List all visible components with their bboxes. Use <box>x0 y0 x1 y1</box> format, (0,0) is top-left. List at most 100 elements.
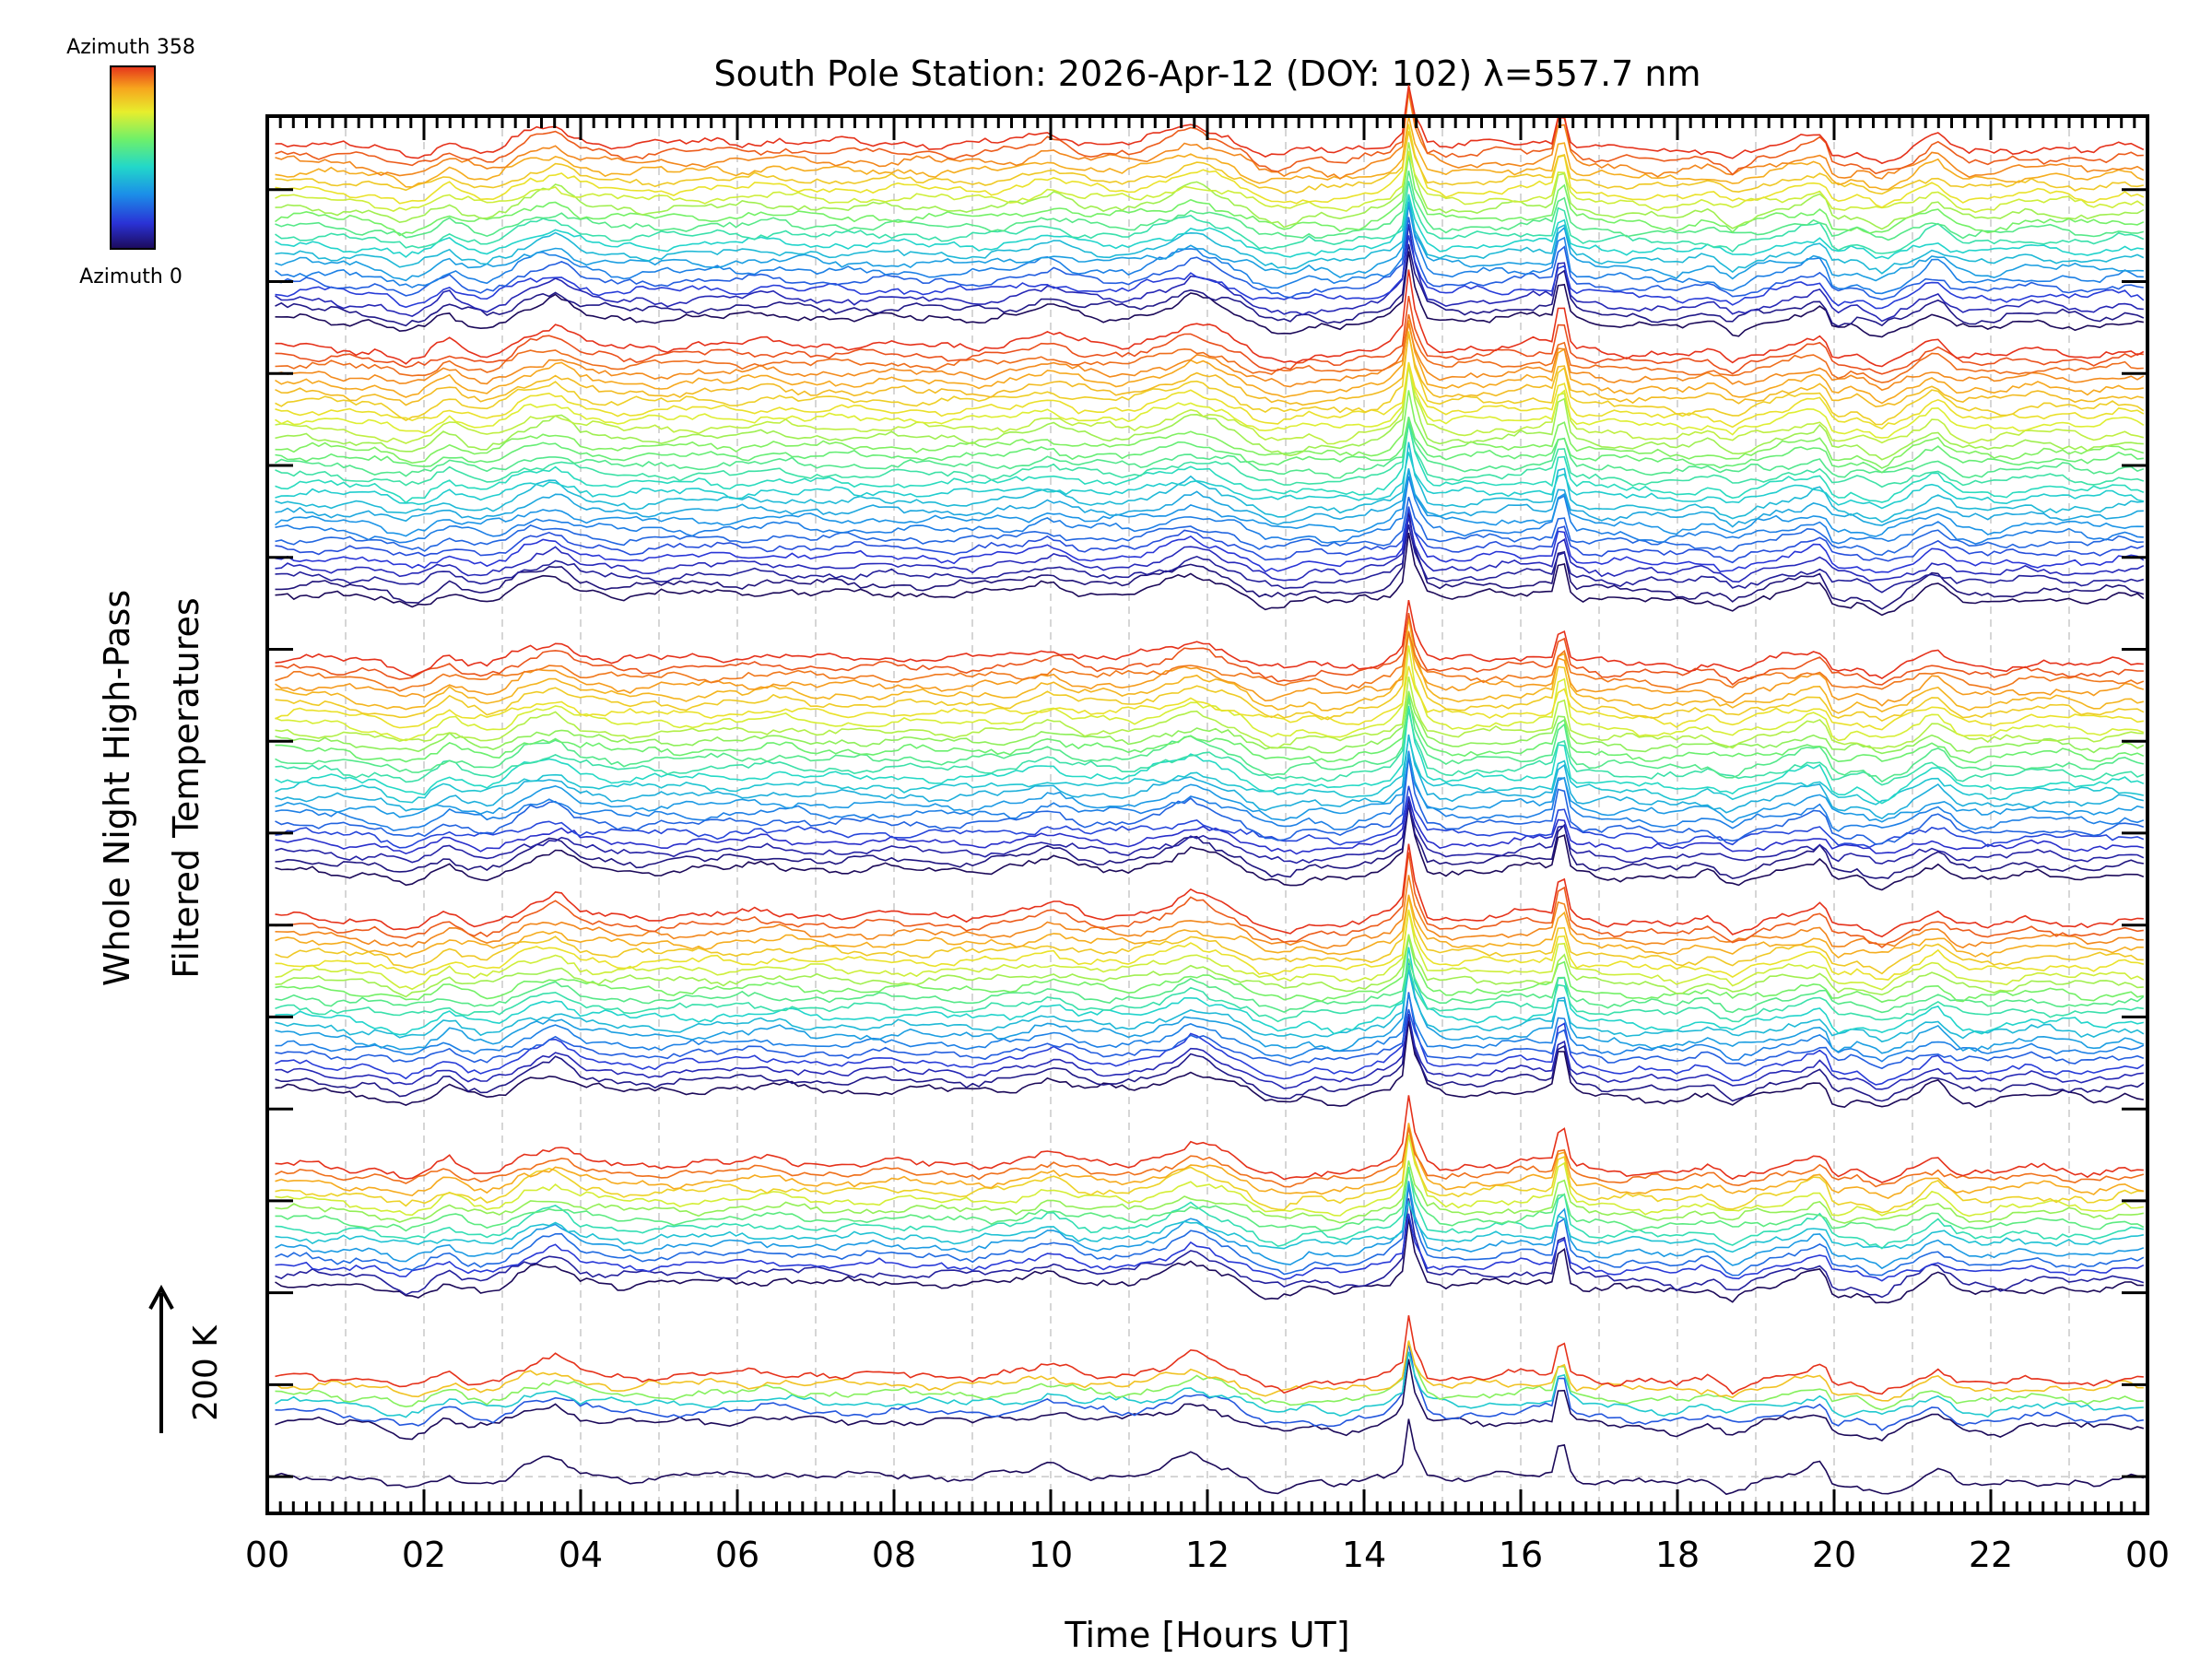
scale-bar-label: 200 K <box>187 1324 225 1421</box>
series-line <box>275 599 2144 680</box>
series-line <box>275 1123 2144 1199</box>
series-line <box>275 154 2145 237</box>
series-line <box>275 962 2145 1054</box>
series-line <box>275 511 2145 610</box>
series-line <box>275 91 2145 180</box>
y-axis-label-line1: Whole Night High-Pass <box>97 590 137 986</box>
series-line <box>275 964 2144 1023</box>
series-line <box>275 1020 2144 1109</box>
series-line <box>275 181 2145 254</box>
x-tick-label: 16 <box>1499 1535 1543 1575</box>
x-tick-labels: 00 02 04 06 08 10 12 14 16 18 20 22 00 <box>245 1535 2170 1575</box>
series-line <box>275 992 2145 1086</box>
series-line <box>275 677 2144 749</box>
series-line <box>275 947 2144 1036</box>
series-line <box>275 894 2144 959</box>
series-lines <box>275 85 2145 1496</box>
x-tick-label: 02 <box>402 1535 446 1575</box>
series-line <box>275 1315 2144 1395</box>
series-line <box>275 441 2144 524</box>
series-line <box>275 508 2145 574</box>
series-line <box>275 194 2145 275</box>
series-line <box>275 1185 2145 1277</box>
series-line <box>275 705 2145 805</box>
series-line <box>275 171 2144 241</box>
series-line <box>275 896 2144 975</box>
series-line <box>275 630 2145 707</box>
series-line <box>275 795 2144 855</box>
series-line <box>275 142 2145 230</box>
series-line <box>275 320 2144 405</box>
x-tick-label: 00 <box>2125 1535 2170 1575</box>
series-line <box>275 269 2145 368</box>
series-line <box>275 1169 2145 1232</box>
series-line <box>275 235 2145 310</box>
series-line <box>275 422 2145 504</box>
series-line <box>275 804 2145 865</box>
series-line <box>275 1340 2144 1411</box>
y-axis-label-line2: Filtered Temperatures <box>166 597 206 978</box>
x-tick-label: 12 <box>1185 1535 1230 1575</box>
series-line <box>275 1340 2144 1402</box>
x-tick-label: 20 <box>1812 1535 1856 1575</box>
series-line <box>275 1013 2145 1102</box>
series-line <box>275 532 2145 617</box>
series-line <box>275 1351 2144 1418</box>
series-line <box>275 736 2144 806</box>
x-tick-label: 00 <box>245 1535 289 1575</box>
x-tick-label: 08 <box>872 1535 916 1575</box>
series-line <box>275 323 2145 392</box>
colorbar-gradient <box>110 65 156 250</box>
series-line <box>275 710 2145 786</box>
series-line <box>275 364 2144 461</box>
series-line <box>275 1135 2144 1218</box>
series-line <box>275 1418 2145 1496</box>
series-line <box>275 1218 2144 1304</box>
series-line <box>275 1199 2144 1253</box>
series-line <box>275 934 2144 998</box>
series-line <box>275 295 2144 375</box>
series-line <box>275 496 2144 557</box>
series-line <box>275 1181 2145 1270</box>
grid <box>267 116 2147 1513</box>
colorbar: Azimuth 358 Azimuth 0 <box>66 36 195 288</box>
x-axis-label: Time [Hours UT] <box>1064 1615 1349 1655</box>
series-line <box>275 1126 2144 1214</box>
series-line <box>275 361 2145 430</box>
series-line <box>275 631 2145 692</box>
series-line <box>275 419 2145 479</box>
series-line <box>275 645 2145 742</box>
series-line <box>275 969 2145 1043</box>
series-line <box>275 1160 2144 1224</box>
series-line <box>275 785 2145 849</box>
series-line <box>275 852 2144 948</box>
x-tick-label: 06 <box>715 1535 759 1575</box>
series-line <box>275 1095 2144 1183</box>
series-line <box>275 936 2144 1004</box>
series-line <box>275 756 2145 845</box>
series-line <box>275 1359 2145 1441</box>
series-line <box>275 217 2144 300</box>
series-line <box>275 124 2145 209</box>
series-line <box>275 363 2145 439</box>
scale-bar-arrow-head <box>148 1284 174 1310</box>
series-line <box>275 131 2144 195</box>
colorbar-min-label: Azimuth 0 <box>79 265 182 288</box>
series-line <box>275 390 2145 469</box>
series-line <box>275 87 2144 176</box>
series-line <box>275 476 2144 545</box>
series-line <box>275 150 2145 214</box>
series-line <box>275 201 2144 282</box>
series-line <box>275 1127 2145 1188</box>
series-line <box>275 470 2144 537</box>
series-line <box>275 700 2145 764</box>
series-line <box>275 524 2145 594</box>
scale-bar: 200 K <box>148 1284 225 1433</box>
plot-frame <box>265 114 2149 1515</box>
chart-title: South Pole Station: 2026-Apr-12 (DOY: 10… <box>713 53 1700 94</box>
series-line <box>275 452 2144 510</box>
series-line <box>275 750 2145 832</box>
series-line <box>275 333 2144 408</box>
axis-ticks <box>265 116 2149 1513</box>
